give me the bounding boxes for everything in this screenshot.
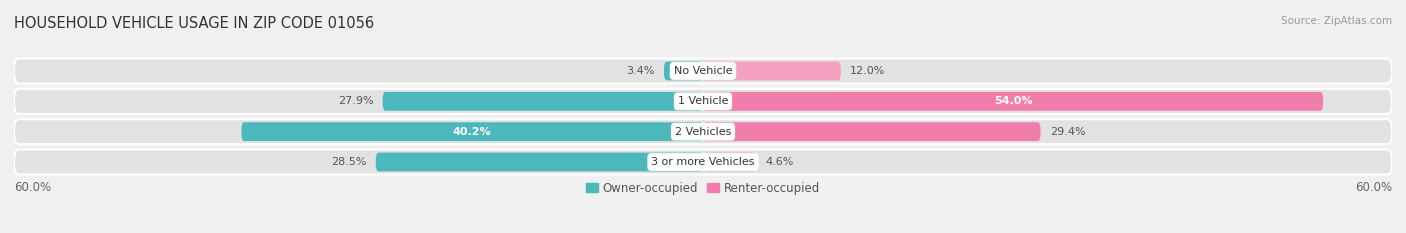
FancyBboxPatch shape — [664, 62, 703, 80]
FancyBboxPatch shape — [703, 62, 841, 80]
Text: 2 Vehicles: 2 Vehicles — [675, 127, 731, 137]
FancyBboxPatch shape — [382, 92, 703, 111]
FancyBboxPatch shape — [703, 153, 756, 171]
FancyBboxPatch shape — [14, 89, 1392, 114]
FancyBboxPatch shape — [14, 58, 1392, 83]
Text: 54.0%: 54.0% — [994, 96, 1032, 106]
Text: HOUSEHOLD VEHICLE USAGE IN ZIP CODE 01056: HOUSEHOLD VEHICLE USAGE IN ZIP CODE 0105… — [14, 16, 374, 31]
Text: 4.6%: 4.6% — [765, 157, 793, 167]
Text: Source: ZipAtlas.com: Source: ZipAtlas.com — [1281, 16, 1392, 26]
Text: 28.5%: 28.5% — [330, 157, 367, 167]
Text: 1 Vehicle: 1 Vehicle — [678, 96, 728, 106]
FancyBboxPatch shape — [703, 92, 1323, 111]
Text: 60.0%: 60.0% — [14, 181, 51, 194]
Text: 29.4%: 29.4% — [1050, 127, 1085, 137]
Text: 60.0%: 60.0% — [1355, 181, 1392, 194]
Legend: Owner-occupied, Renter-occupied: Owner-occupied, Renter-occupied — [581, 177, 825, 199]
Text: 3.4%: 3.4% — [627, 66, 655, 76]
FancyBboxPatch shape — [14, 119, 1392, 144]
FancyBboxPatch shape — [375, 153, 703, 171]
FancyBboxPatch shape — [242, 122, 703, 141]
Text: 40.2%: 40.2% — [453, 127, 492, 137]
Text: 27.9%: 27.9% — [337, 96, 374, 106]
Text: 3 or more Vehicles: 3 or more Vehicles — [651, 157, 755, 167]
FancyBboxPatch shape — [703, 122, 1040, 141]
Text: 12.0%: 12.0% — [851, 66, 886, 76]
FancyBboxPatch shape — [14, 150, 1392, 175]
Text: No Vehicle: No Vehicle — [673, 66, 733, 76]
